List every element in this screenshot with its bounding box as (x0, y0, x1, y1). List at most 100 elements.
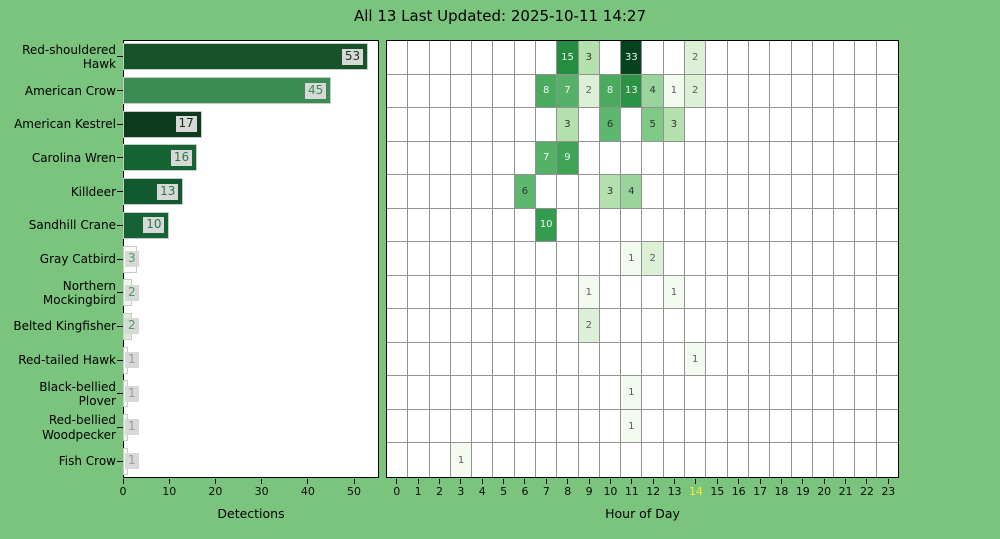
heatmap-cell (429, 242, 451, 276)
heatmap-cell (855, 41, 877, 75)
species-label: American Kestrel (14, 117, 116, 132)
heatmap-cell (450, 309, 473, 343)
heatmap-cell (685, 208, 707, 243)
heatmap-cell (450, 108, 473, 142)
heatmap-cell (834, 309, 856, 343)
heatmap-cell (663, 208, 686, 243)
heatmap-cell (663, 242, 686, 276)
heatmap-cell (642, 342, 664, 377)
heatmap-cell (812, 74, 835, 109)
heatmap-cell (770, 443, 792, 477)
heatmap-cell (748, 175, 771, 209)
hour-tick (716, 479, 718, 484)
heatmap-cell: 5 (642, 108, 664, 142)
heatmap-cell (621, 275, 643, 310)
heatmap-cell (408, 141, 430, 176)
heatmap-cell (706, 443, 728, 477)
heatmap-cell (855, 108, 877, 142)
heatmap-cell: 1 (450, 443, 473, 477)
hour-tick-label: 17 (753, 485, 768, 498)
heatmap-cell: 2 (578, 74, 600, 109)
heatmap-cell (536, 309, 558, 343)
heatmap-cell (599, 242, 622, 276)
heatmap-cell (876, 209, 898, 243)
y-axis-tick (117, 325, 123, 327)
heatmap-cell (748, 108, 771, 142)
current-hour-tick-label: 14 (688, 485, 703, 498)
heatmap-cell (727, 242, 749, 276)
hour-tick-label: 15 (710, 485, 725, 498)
heatmap-cell (450, 275, 473, 310)
heatmap-cell (472, 342, 494, 377)
heatmap-cell (791, 141, 813, 176)
heatmap-cell (770, 376, 792, 410)
species-label: American Crow (24, 83, 116, 98)
heatmap-cell (408, 409, 430, 444)
heatmap-cell (706, 242, 728, 276)
heatmap-cell (387, 108, 409, 142)
species-label: Red-shouldered Hawk (22, 42, 116, 71)
heatmap-cell (429, 141, 451, 176)
heatmap-cell (812, 409, 835, 444)
y-axis-tick (117, 224, 123, 226)
heatmap-cell (706, 175, 728, 209)
heatmap-cell (770, 74, 792, 109)
heatmap-cell (472, 74, 494, 109)
hour-tick (524, 479, 526, 484)
heatmap-cell (876, 41, 898, 75)
heatmap-cell: 1 (621, 242, 643, 276)
heatmap-cell (727, 275, 749, 310)
hour-tick (695, 479, 697, 484)
x-axis-tick-label: 50 (347, 485, 362, 498)
heatmap-cell (599, 376, 622, 410)
heatmap-cell (450, 242, 473, 276)
heatmap-cell (876, 108, 898, 142)
heatmap-cell: 9 (557, 141, 579, 176)
hour-tick-label: 18 (774, 485, 789, 498)
heatmap-cell: 1 (578, 275, 600, 310)
bar-value-label: 53 (341, 48, 364, 65)
heatmap-cell (514, 342, 537, 377)
heatmap-cell (493, 242, 515, 276)
heatmap-cell (642, 376, 664, 410)
x-axis-tick (214, 479, 216, 484)
heatmap-cell (876, 309, 898, 343)
heatmap-cell (685, 275, 707, 310)
heatmap-cell (599, 208, 622, 243)
heatmap-cell (663, 409, 686, 444)
species-label: Black-bellied Plover (39, 379, 116, 408)
x-axis-tick-label: 0 (119, 485, 127, 498)
heatmap-cell (387, 141, 409, 176)
heatmap-cell (429, 208, 451, 243)
heatmap-cell (770, 141, 792, 176)
heatmap-cell (748, 74, 771, 109)
heatmap-cell (727, 74, 749, 109)
heatmap-cell (834, 141, 856, 176)
heatmap-cell (855, 74, 877, 109)
heatmap-cell: 1 (685, 342, 707, 377)
heatmap-cell (685, 175, 707, 209)
heatmap-cell (770, 409, 792, 444)
heatmap-cell (557, 175, 579, 209)
x-axis-tick-label: 10 (162, 485, 177, 498)
heatmap-cell (578, 376, 600, 410)
heatmap-cell (557, 443, 579, 477)
heatmap-cell (685, 376, 707, 410)
hour-tick-label: 21 (838, 485, 853, 498)
heatmap-cell (599, 141, 622, 176)
heatmap-cell (557, 376, 579, 410)
y-axis-tick (117, 292, 123, 294)
heatmap-cell (834, 74, 856, 109)
bar-value-label: 2 (125, 318, 139, 335)
heatmap-cell (408, 175, 430, 209)
heatmap-cell (727, 141, 749, 176)
heatmap-cell (727, 409, 749, 444)
y-axis-tick (117, 460, 123, 462)
hour-tick (759, 479, 761, 484)
bar-value-label: 16 (170, 149, 193, 166)
hour-tick (845, 479, 847, 484)
heatmap-cell (450, 175, 473, 209)
heatmap-cell (748, 376, 771, 410)
hour-tick-label: 13 (667, 485, 682, 498)
hour-tick-label: 1 (414, 485, 422, 498)
